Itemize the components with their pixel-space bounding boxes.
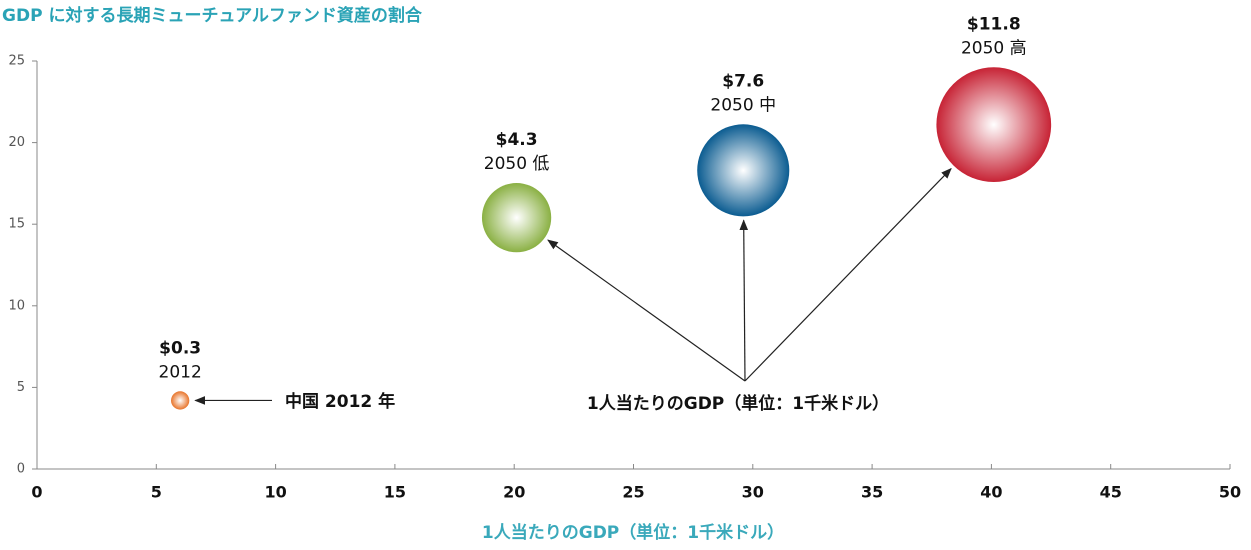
x-tick-label: 30	[742, 483, 764, 502]
x-tick-label: 35	[861, 483, 883, 502]
x-axis-title: 1人当たりのGDP（単位：1千米ドル）	[482, 522, 784, 543]
y-tick-label: 5	[17, 380, 25, 395]
chart-title: GDP に対する長期ミューチュアルファンド資産の割合	[2, 5, 423, 26]
bubble	[171, 391, 190, 410]
y-tick-label: 0	[17, 462, 25, 477]
value-label: $4.3	[496, 130, 538, 150]
x-tick-label: 40	[980, 483, 1002, 502]
annotation: 中国 2012 年	[285, 391, 395, 412]
annotation: 1人当たりのGDP（単位：1千米ドル）	[587, 393, 889, 414]
bubble	[936, 67, 1052, 183]
value-label: $7.6	[722, 71, 764, 91]
x-tick-label: 10	[264, 483, 286, 502]
point-label: 2050 低	[484, 154, 550, 174]
bubble	[697, 124, 790, 217]
y-tick-label: 10	[8, 298, 25, 313]
y-tick-label: 20	[8, 135, 25, 150]
x-tick-label: 25	[622, 483, 644, 502]
x-tick-label: 45	[1100, 483, 1122, 502]
value-label: $11.8	[967, 14, 1021, 34]
point-label: 2050 中	[710, 95, 776, 115]
y-tick-label: 25	[8, 54, 25, 69]
x-tick-label: 5	[151, 483, 162, 502]
value-label: $0.3	[159, 338, 201, 358]
x-tick-label: 0	[31, 483, 42, 502]
arrow	[744, 167, 952, 382]
arrow	[547, 239, 746, 382]
x-tick-label: 15	[384, 483, 406, 502]
arrow	[739, 219, 749, 382]
x-tick-label: 50	[1219, 483, 1241, 502]
y-tick-label: 15	[8, 217, 25, 232]
bubble	[481, 183, 552, 253]
point-label: 2012	[159, 362, 202, 382]
point-label: 2050 高	[961, 38, 1027, 58]
x-tick-label: 20	[503, 483, 525, 502]
